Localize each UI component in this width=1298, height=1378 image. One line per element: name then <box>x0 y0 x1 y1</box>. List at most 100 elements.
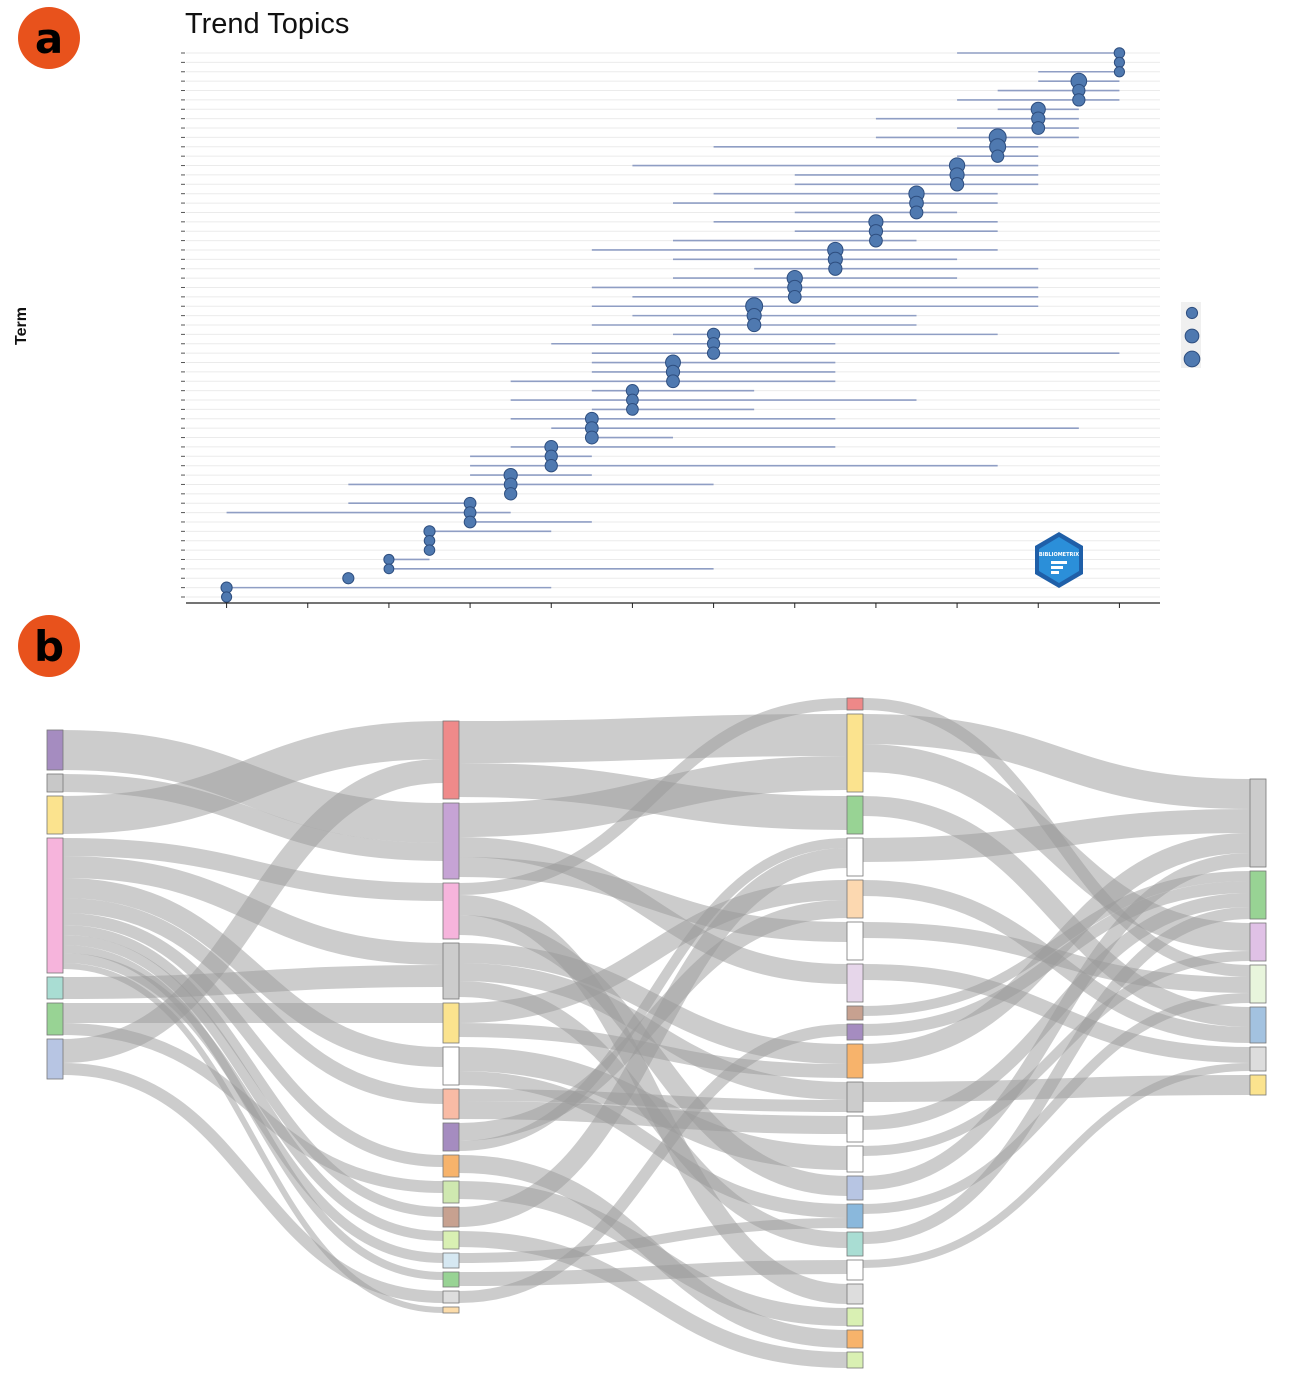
nodes <box>46 697 1267 1369</box>
node-rect <box>846 1351 864 1369</box>
flows <box>62 698 1251 1368</box>
node-rect <box>846 1283 864 1305</box>
node-rect <box>442 882 460 940</box>
node-rect <box>442 1230 460 1250</box>
flow-link <box>458 1101 848 1134</box>
flow-link <box>458 698 848 895</box>
panel-a-badge: a <box>18 7 80 69</box>
node-rect <box>442 1046 460 1086</box>
panel-b-badge-label: b <box>34 622 64 671</box>
flow-link <box>458 848 848 1227</box>
node-rect <box>846 1307 864 1327</box>
data-point <box>909 205 924 220</box>
node-rect <box>442 1180 460 1204</box>
node-rect <box>846 1115 864 1143</box>
data-point <box>869 233 883 248</box>
node-rect <box>1249 1046 1267 1072</box>
data-point <box>949 177 965 192</box>
data-point <box>828 261 843 276</box>
logo-text: BIBLIOMETRIX <box>1039 552 1079 558</box>
flow-link <box>458 838 848 1151</box>
node-rect <box>1249 1074 1267 1096</box>
chart-title: Trend Topics <box>185 8 349 40</box>
flow-link <box>862 907 1251 1244</box>
node-rect <box>46 773 64 793</box>
node-rect <box>846 1175 864 1201</box>
x-axis <box>186 602 1160 608</box>
node-rect <box>846 795 864 835</box>
data-point <box>221 591 233 603</box>
flow-link <box>62 759 444 1063</box>
node-rect <box>1249 778 1267 868</box>
node-rect <box>442 1206 460 1228</box>
data-point <box>383 553 395 566</box>
data-point <box>626 403 639 416</box>
points <box>220 47 1126 603</box>
flow-link <box>458 1089 848 1112</box>
bibliometrix-logo: BIBLIOMETRIX <box>1035 532 1083 588</box>
node-rect <box>46 1038 64 1080</box>
node-rect <box>846 837 864 877</box>
node-rect <box>442 1122 460 1152</box>
node-rect <box>442 1002 460 1044</box>
legend-size-key <box>1183 350 1201 368</box>
flow-link <box>862 1075 1251 1102</box>
flow-link <box>862 951 1251 1156</box>
flow-link <box>62 965 444 999</box>
node-rect <box>442 1290 460 1304</box>
node-rect <box>846 1203 864 1229</box>
node-rect <box>846 1043 864 1079</box>
flow-link <box>458 714 848 763</box>
data-point <box>342 572 355 585</box>
flow-link <box>62 838 444 901</box>
flow-link <box>862 1063 1251 1268</box>
data-point <box>666 374 680 389</box>
node-rect <box>846 1005 864 1021</box>
flow-link <box>862 853 1251 1190</box>
data-point <box>1072 93 1086 107</box>
flow-link <box>458 880 848 1023</box>
flow-link <box>62 898 444 1104</box>
node-rect <box>1249 964 1267 1004</box>
flow-link <box>62 913 444 1167</box>
node-rect <box>46 729 64 771</box>
node-rect <box>846 1259 864 1281</box>
legend-size-key <box>1184 328 1200 344</box>
node-rect <box>46 1002 64 1036</box>
data-point <box>584 430 599 445</box>
node-rect <box>442 1252 460 1269</box>
panel-b-badge: b <box>18 615 80 677</box>
data-point <box>991 149 1005 163</box>
node-rect <box>46 795 64 835</box>
node-rect <box>46 976 64 1000</box>
data-point <box>463 515 477 529</box>
node-rect <box>442 720 460 800</box>
data-point <box>1113 56 1125 68</box>
node-rect <box>442 1271 460 1288</box>
y-axis-label: Term <box>13 307 30 345</box>
flow-link <box>62 925 444 1217</box>
flow-link <box>458 1071 848 1218</box>
flow-link <box>862 714 1251 809</box>
node-rect <box>1249 1006 1267 1044</box>
flow-link <box>458 837 848 984</box>
node-rect <box>846 1231 864 1257</box>
panel-a-badge-label: a <box>35 14 63 63</box>
data-point <box>544 459 558 473</box>
node-rect <box>846 963 864 1003</box>
node-rect <box>846 1145 864 1173</box>
flow-link <box>62 774 444 861</box>
node-rect <box>442 1088 460 1120</box>
flow-link <box>458 1218 848 1263</box>
flow-link <box>862 833 1251 1064</box>
data-point <box>504 487 518 501</box>
node-rect <box>846 1081 864 1113</box>
node-rect <box>846 713 864 793</box>
node-rect <box>846 697 864 711</box>
node-rect <box>846 1329 864 1349</box>
node-rect <box>846 879 864 919</box>
data-point <box>383 563 395 575</box>
flow-link <box>62 721 444 834</box>
node-rect <box>46 837 64 974</box>
